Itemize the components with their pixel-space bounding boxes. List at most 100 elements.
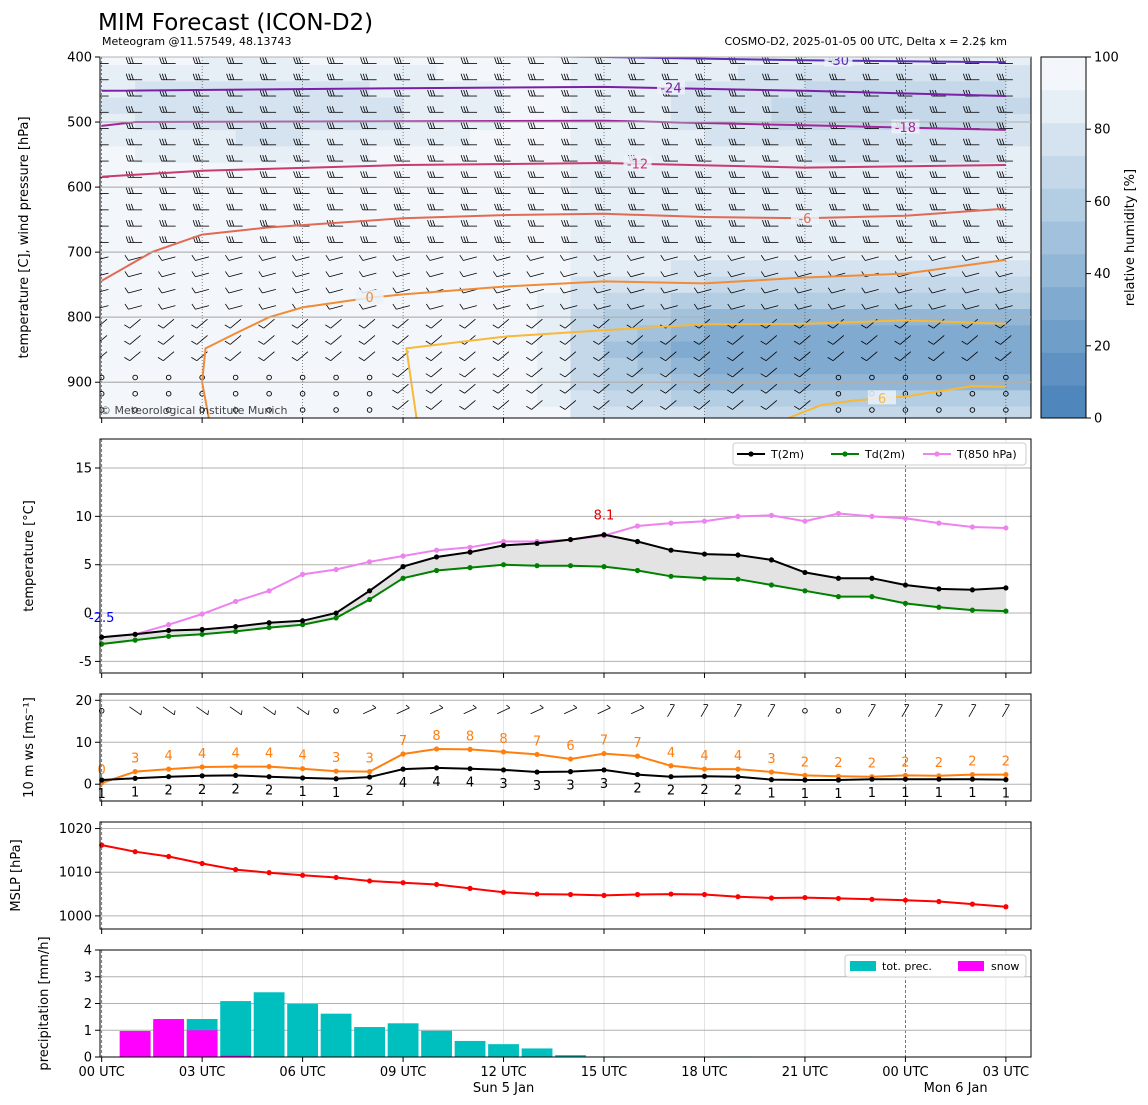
wind-barb-shaft	[228, 305, 243, 310]
humidity-cell	[938, 390, 973, 408]
wind-barb-feather	[594, 171, 598, 178]
precip-ylabel: precipitation [mm/h]	[37, 936, 52, 1070]
wind-barb-feather	[124, 254, 129, 261]
wind-barb-feather	[593, 405, 599, 410]
calm-wind-mark	[165, 407, 172, 413]
wind-barb-shaft	[263, 318, 275, 329]
mslp-point	[869, 896, 875, 902]
wind-barb	[259, 89, 277, 97]
surface-wind-barb	[597, 704, 611, 715]
wind-barb	[359, 254, 377, 261]
wind-barb-feather	[259, 171, 263, 178]
wind-barb-feather	[326, 154, 330, 162]
wind-barb-feather	[392, 405, 398, 410]
series-point	[601, 564, 607, 570]
wind-point	[433, 765, 440, 771]
wind-point	[534, 769, 540, 775]
wind-barb-feather	[231, 187, 235, 194]
humidity-cell	[369, 260, 404, 278]
wind-barb	[460, 187, 478, 194]
wind-barb-feather	[532, 73, 536, 80]
wind-barb	[326, 236, 344, 243]
precip-bar	[253, 992, 285, 1057]
wind-barb-shaft	[598, 367, 610, 378]
calm-wind-mark	[266, 374, 272, 381]
gust-value-label: 6	[566, 739, 574, 754]
humidity-cell	[570, 292, 605, 310]
wind-point	[467, 746, 473, 752]
series-point	[1003, 525, 1009, 531]
wind-barb	[358, 351, 376, 362]
wind-barb-feather	[157, 357, 164, 362]
wind-barb	[225, 303, 243, 310]
humidity-cell	[604, 406, 639, 418]
wind-barb-feather	[231, 89, 235, 97]
wind-barb-feather	[228, 154, 232, 162]
wind-barb-feather	[494, 219, 497, 227]
wind-barb-feather	[293, 106, 296, 113]
humidity-cell	[135, 390, 170, 408]
wind-barb-feather	[398, 219, 402, 227]
wind-barb-feather	[231, 171, 235, 178]
wind-barb-feather	[362, 57, 366, 64]
wind-point	[166, 774, 172, 780]
wind-barb-feather	[359, 303, 364, 310]
precip-ytick-label: 3	[84, 970, 92, 985]
colorbar-segment	[1041, 122, 1086, 156]
wind-barb-feather	[298, 122, 302, 129]
wind-barb-feather	[597, 203, 600, 210]
gust-value-label: 2	[968, 755, 976, 770]
isotherm-label: 0	[365, 291, 373, 306]
wind-barb-feather	[231, 73, 235, 80]
wind-barb-feather	[331, 171, 335, 178]
wind-barb-feather	[593, 340, 599, 345]
humidity-cell	[637, 57, 672, 66]
wind-barb-feather	[157, 340, 164, 345]
legend-entry: snow	[991, 960, 1019, 973]
wind-barb	[593, 383, 610, 394]
surface-wind-barb	[1002, 704, 1010, 718]
wind-barb	[258, 351, 275, 362]
humidity-cell	[403, 292, 438, 310]
humidity-cell	[100, 65, 103, 82]
humidity-cell	[838, 325, 873, 343]
wind-barb-feather	[463, 73, 467, 80]
wind-barb-feather	[325, 254, 330, 261]
legend-marker	[842, 451, 848, 457]
humidity-cell	[771, 57, 806, 66]
humidity-cell	[436, 406, 471, 418]
wind-barb-feather	[93, 106, 95, 112]
wind-barb-feather	[597, 122, 600, 129]
wind-barb-feather	[365, 203, 369, 210]
wind-barb-feather	[532, 219, 536, 227]
series-point	[333, 615, 339, 621]
wind-barb-feather	[231, 138, 235, 145]
wind-barb-feather	[262, 203, 266, 210]
wind-point	[567, 756, 574, 762]
series-point	[467, 544, 473, 550]
wind-barb-feather	[633, 106, 637, 113]
humidity-cell	[403, 260, 438, 278]
legend-marker	[934, 451, 940, 457]
wind-point	[233, 763, 239, 770]
series-point	[936, 604, 942, 610]
wind-barb-feather	[295, 236, 299, 243]
wind-point	[567, 769, 574, 775]
wind-barb	[100, 78, 109, 81]
calm-wind-mark	[333, 708, 339, 714]
wind-barb-shaft	[564, 335, 577, 345]
wind-barb-feather	[460, 219, 464, 227]
mslp-ytick-label: 1000	[59, 909, 92, 924]
gust-value-label: 4	[667, 746, 675, 761]
calm-wind-mark	[333, 390, 339, 397]
wind-barb-feather	[362, 106, 366, 113]
wind-barb-feather	[427, 236, 430, 243]
wind-barb-shaft	[363, 351, 376, 362]
calm-wind-mark	[835, 708, 842, 714]
copyright-note: © Meteorological Institute Munich	[100, 404, 287, 417]
mslp-point	[199, 860, 205, 867]
wind-barb-feather	[226, 187, 230, 194]
calm-wind-mark	[299, 407, 306, 413]
wind-barb-feather	[499, 89, 503, 97]
wind-barb-feather	[664, 122, 667, 129]
